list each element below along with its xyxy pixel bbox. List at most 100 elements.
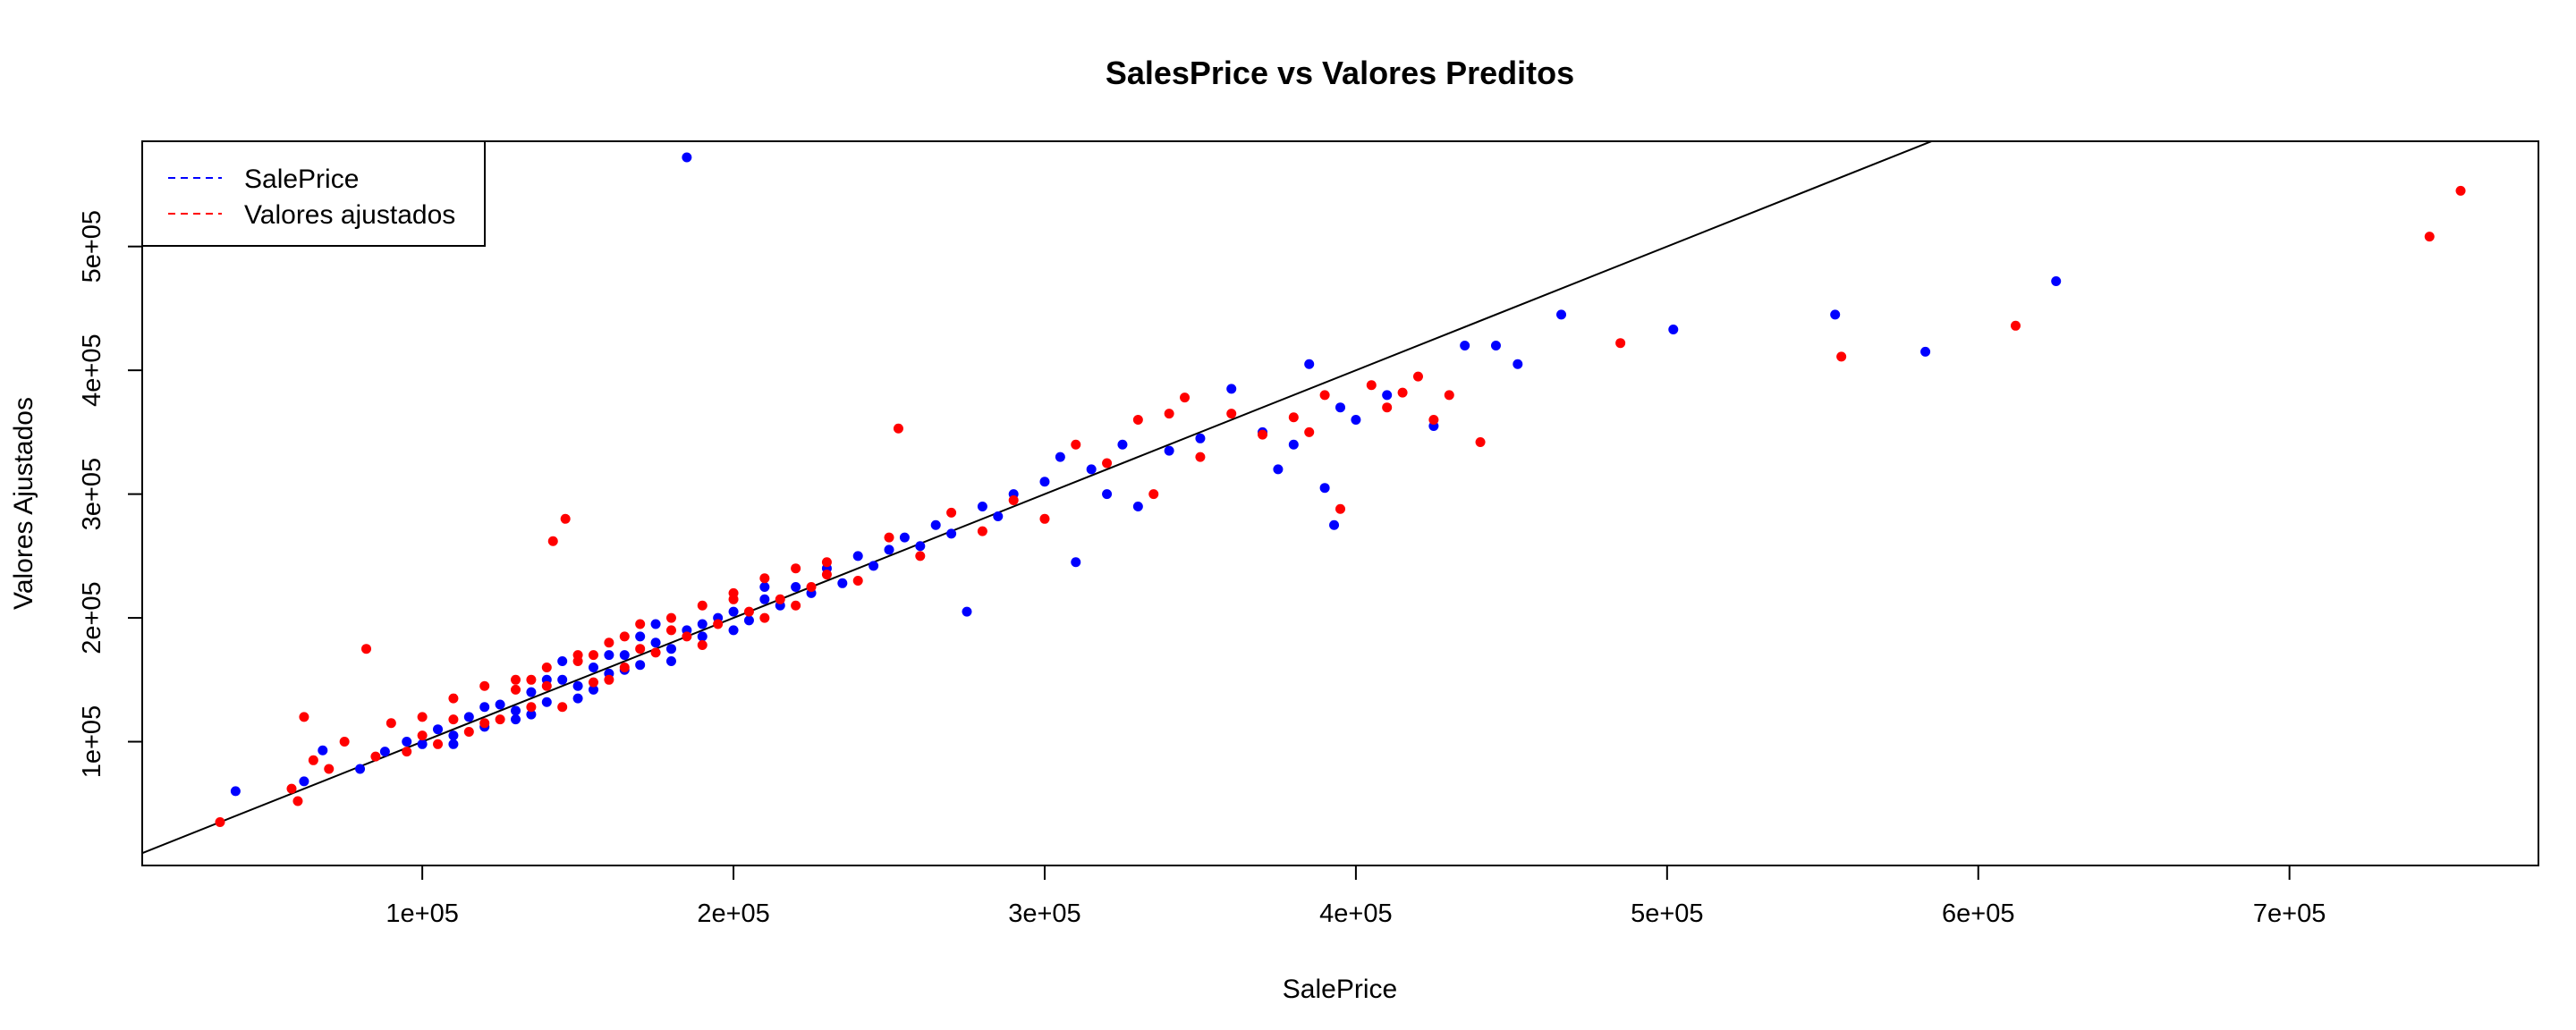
legend-label-valores-ajustados: Valores ajustados [244,200,455,230]
point-saleprice [1226,384,1237,394]
point-valores-ajustados [479,718,490,729]
point-valores-ajustados [2424,232,2435,242]
point-saleprice [1556,309,1567,320]
point-valores-ajustados [650,647,661,658]
point-saleprice [572,693,583,704]
point-saleprice [379,747,390,757]
point-valores-ajustados [977,526,987,536]
x-tick-label: 2e+05 [697,899,769,928]
point-saleprice [1273,464,1284,475]
point-valores-ajustados [1226,409,1237,419]
point-saleprice [1195,433,1206,443]
point-valores-ajustados [557,702,568,713]
legend-label-saleprice: SalePrice [244,165,359,194]
x-tick-label: 5e+05 [1631,899,1703,928]
point-valores-ajustados [1335,503,1345,514]
point-valores-ajustados [697,640,708,651]
y-axis-label: Valores Ajustados [9,397,38,610]
point-saleprice [1319,483,1330,494]
point-valores-ajustados [775,594,785,604]
point-valores-ajustados [884,532,894,543]
point-valores-ajustados [619,631,630,642]
point-valores-ajustados [1071,439,1081,450]
point-valores-ajustados [791,600,801,611]
point-saleprice [635,660,646,671]
point-saleprice [604,650,614,661]
points-layer [215,152,2466,828]
point-valores-ajustados [1304,426,1315,437]
point-saleprice [1335,402,1345,413]
point-valores-ajustados [743,606,754,617]
point-valores-ajustados [448,714,459,725]
point-valores-ajustados [1836,351,1847,362]
point-saleprice [665,656,676,667]
point-valores-ajustados [526,674,537,685]
point-valores-ajustados [915,551,926,561]
point-saleprice [230,786,241,797]
point-valores-ajustados [1008,495,1019,506]
point-saleprice [869,561,879,571]
point-saleprice [557,656,568,667]
point-valores-ajustados [728,594,739,604]
point-valores-ajustados [1164,409,1174,419]
point-valores-ajustados [511,684,521,695]
plot-frame [141,140,2539,866]
point-valores-ajustados [588,677,598,688]
point-valores-ajustados [215,817,225,828]
point-saleprice [791,581,801,592]
point-valores-ajustados [417,712,428,722]
x-axis-label: SalePrice [1283,975,1397,1004]
point-saleprice [1920,346,1931,357]
point-saleprice [526,687,537,697]
point-valores-ajustados [588,650,598,661]
point-valores-ajustados [1102,458,1113,469]
point-saleprice [915,541,926,552]
point-valores-ajustados [448,693,459,704]
point-saleprice [1164,445,1174,456]
point-saleprice [635,631,646,642]
point-valores-ajustados [1397,387,1408,398]
y-tick-label: 2e+05 [78,581,106,654]
point-saleprice [899,532,910,543]
point-saleprice [1071,557,1081,568]
point-valores-ajustados [1148,489,1159,500]
point-saleprice [1351,415,1361,426]
point-valores-ajustados [893,423,903,434]
point-saleprice [402,737,412,747]
point-valores-ajustados [604,674,614,685]
point-saleprice [541,697,552,707]
point-valores-ajustados [1615,338,1626,349]
point-saleprice [299,776,309,787]
point-valores-ajustados [560,513,571,524]
point-saleprice [417,739,428,749]
point-saleprice [572,680,583,691]
point-saleprice [479,702,490,713]
point-saleprice [650,637,661,648]
point-saleprice [930,519,941,530]
point-saleprice [946,528,957,539]
point-saleprice [588,684,598,695]
point-saleprice [884,545,894,555]
point-saleprice [728,625,739,636]
point-valores-ajustados [1039,513,1050,524]
point-saleprice [1288,439,1299,450]
point-valores-ajustados [2455,185,2466,196]
point-valores-ajustados [604,637,614,648]
point-valores-ajustados [1132,415,1143,426]
point-saleprice [1490,340,1501,350]
reference-line [142,141,1935,855]
x-tick-label: 7e+05 [2253,899,2326,928]
point-valores-ajustados [697,600,708,611]
point-valores-ajustados [402,747,412,757]
point-valores-ajustados [635,619,646,629]
point-saleprice [1329,519,1340,530]
point-saleprice [993,511,1004,522]
point-valores-ajustados [417,730,428,741]
x-tick-label: 4e+05 [1319,899,1392,928]
point-saleprice [557,674,568,685]
point-saleprice [511,705,521,716]
point-saleprice [1513,359,1523,369]
point-valores-ajustados [479,680,490,691]
point-saleprice [1055,452,1065,462]
